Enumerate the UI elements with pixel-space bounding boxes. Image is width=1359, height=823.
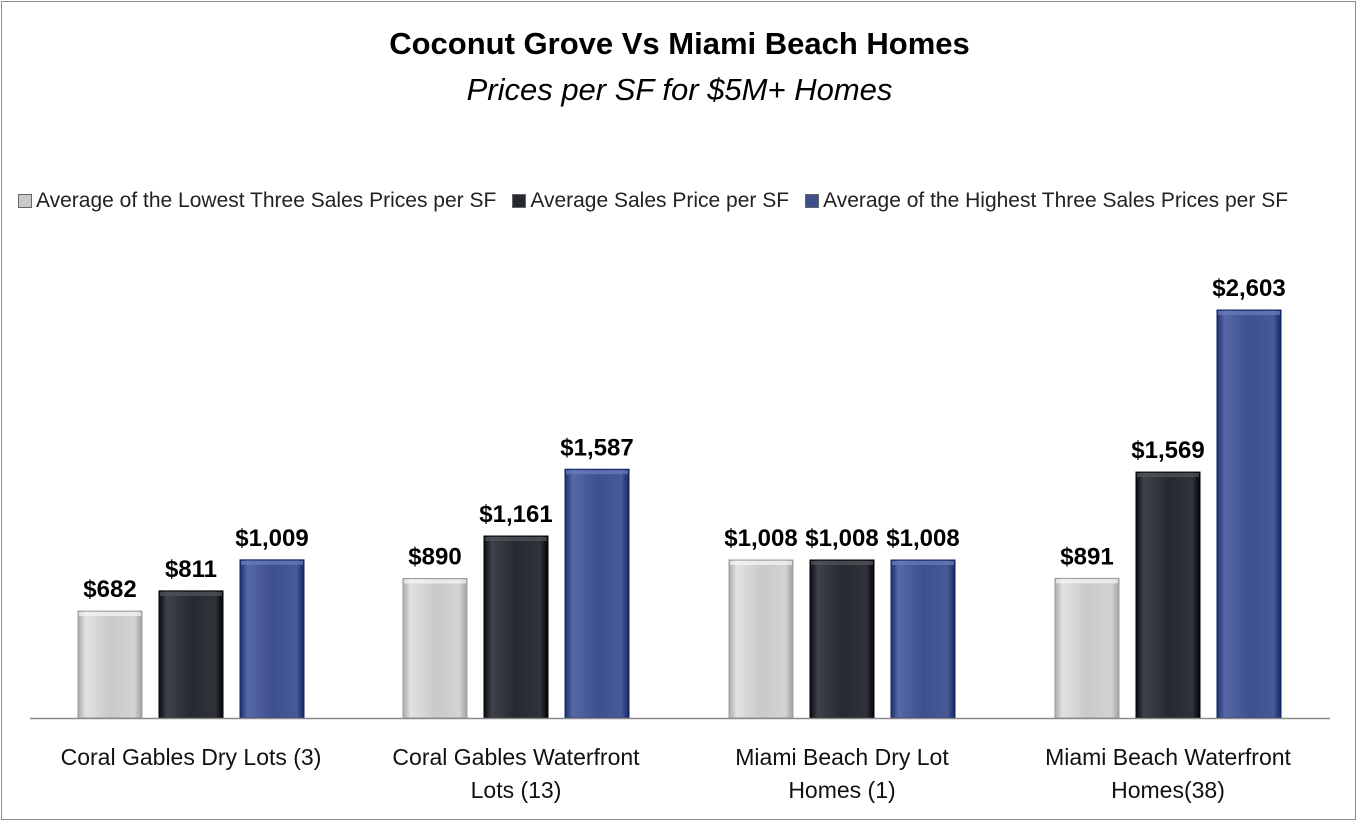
data-label-highest-2: $1,008 (886, 525, 959, 552)
category-label-line: Coral Gables Waterfront (392, 744, 640, 770)
legend-label-highest: Average of the Highest Three Sales Price… (823, 189, 1289, 212)
bar-bevel-lowest-1 (404, 579, 466, 584)
data-label-lowest-2: $1,008 (724, 525, 797, 552)
category-label-0: Coral Gables Dry Lots (3) (31, 741, 351, 774)
data-label-average-1: $1,161 (479, 501, 552, 528)
legend-swatch-lowest (18, 194, 32, 208)
data-label-highest-0: $1,009 (235, 525, 308, 552)
data-label-average-2: $1,008 (805, 525, 878, 552)
bar-highest-0 (239, 559, 305, 719)
value-labels-group: $682 $811 $1,009 $890 $1,161 $1,587 $1,008 $1,0… (83, 275, 1285, 603)
legend-item-highest: Average of the Highest Three Sales Price… (805, 189, 1288, 213)
category-label-line: Homes(38) (1111, 777, 1225, 803)
category-label-line: Coral Gables Dry Lots (3) (60, 744, 322, 770)
legend-label-lowest: Average of the Lowest Three Sales Prices… (36, 189, 497, 212)
bar-bevel-lowest-3 (1056, 579, 1118, 584)
data-label-highest-3: $2,603 (1212, 275, 1285, 302)
bar-highest-2 (890, 559, 956, 719)
bar-lowest-0 (77, 610, 143, 719)
bar-highest-3 (1216, 309, 1282, 719)
bar-bevel-lowest-2 (730, 561, 792, 566)
legend: Average of the Lowest Three Sales Prices… (18, 187, 1304, 215)
legend-swatch-average (512, 194, 527, 208)
category-label-line: Homes (1) (788, 777, 896, 803)
data-label-average-0: $811 (165, 556, 217, 583)
bar-lowest-1 (402, 577, 468, 719)
bar-bevel-highest-0 (241, 560, 303, 565)
data-label-lowest-0: $682 (83, 576, 136, 603)
category-label-3: Miami Beach Waterfront Homes(38) (1008, 741, 1328, 807)
legend-item-average: Average Sales Price per SF (512, 189, 789, 213)
category-label-line: Miami Beach Waterfront (1045, 744, 1291, 770)
bar-bevel-average-3 (1137, 473, 1199, 478)
bar-bevel-highest-3 (1218, 311, 1280, 315)
bar-bevel-average-0 (160, 591, 222, 596)
category-label-1: Coral Gables Waterfront Lots (13) (356, 741, 676, 807)
bar-bevel-lowest-0 (79, 612, 141, 617)
bar-average-0 (158, 590, 224, 719)
bar-highest-1 (564, 468, 630, 719)
data-label-average-3: $1,569 (1131, 437, 1204, 464)
legend-item-lowest: Average of the Lowest Three Sales Prices… (18, 189, 496, 213)
bars-group (77, 309, 1282, 719)
bar-bevel-average-1 (485, 537, 547, 542)
legend-label-average: Average Sales Price per SF (530, 189, 790, 212)
chart-title: Coconut Grove Vs Miami Beach Homes (389, 26, 970, 61)
data-label-lowest-1: $890 (408, 543, 461, 570)
bar-average-1 (483, 535, 549, 719)
bar-lowest-2 (728, 559, 794, 719)
category-label-line: Lots (13) (470, 777, 562, 803)
data-label-highest-1: $1,587 (560, 434, 633, 461)
category-label-2: Miami Beach Dry Lot Homes (1) (682, 741, 1002, 807)
bar-lowest-3 (1054, 577, 1120, 719)
data-label-lowest-3: $891 (1060, 543, 1113, 570)
bar-bevel-highest-1 (566, 470, 628, 475)
legend-swatch-highest (805, 194, 820, 208)
bar-average-3 (1135, 471, 1201, 719)
bar-average-2 (809, 559, 875, 719)
bar-bevel-average-2 (811, 561, 873, 566)
category-label-line: Miami Beach Dry Lot (735, 744, 949, 770)
bar-bevel-highest-2 (892, 561, 954, 566)
chart-subtitle: Prices per SF for $5M+ Homes (466, 72, 893, 107)
